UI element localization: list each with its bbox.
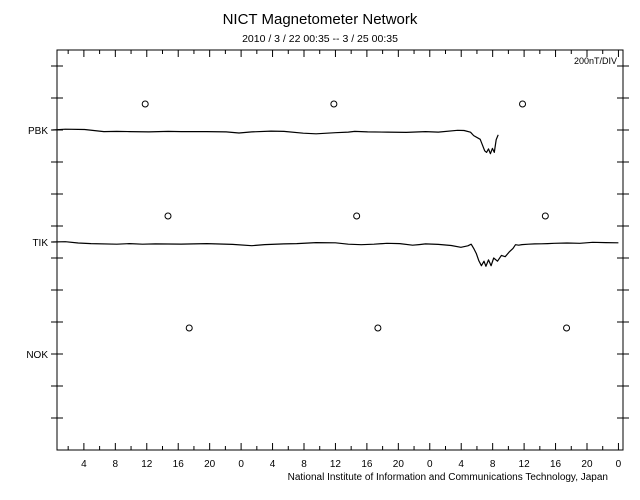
station-nok: NOK	[26, 324, 571, 361]
x-tick-label: 12	[141, 459, 153, 470]
x-tick-label: 0	[238, 459, 244, 470]
x-tick-label: 12	[519, 459, 531, 470]
plot-border	[56, 49, 624, 451]
local-midnight-marker	[330, 100, 338, 108]
chart-title: NICT Magnetometer Network	[222, 11, 418, 28]
x-tick-label: 4	[270, 459, 276, 470]
x-tick-label: 16	[173, 459, 185, 470]
station-pbk: PBK	[28, 100, 527, 155]
x-tick-label: 12	[330, 459, 342, 470]
x-tick-label: 0	[616, 459, 622, 470]
credit-text: National Institute of Information and Co…	[287, 472, 608, 483]
x-tick-label: 8	[113, 459, 119, 470]
scale-label: 200nT/DIV	[574, 56, 617, 66]
x-tick-label: 20	[581, 459, 593, 470]
time-range: 2010 / 3 / 22 00:35 -- 3 / 25 00:35	[242, 33, 398, 45]
x-axis-labels: 4 8 12 16 20 0 4 8 12 16 20 0 4 8 12 16 20 0	[81, 459, 622, 470]
x-tick-label: 4	[458, 459, 464, 470]
x-tick-label: 8	[490, 459, 496, 470]
station-traces: PBK TIK NOK	[26, 100, 619, 361]
x-tick-label: 4	[81, 459, 87, 470]
x-tick-label: 8	[301, 459, 307, 470]
local-midnight-marker	[519, 100, 527, 108]
plot-frame	[56, 49, 624, 451]
station-label: NOK	[26, 350, 48, 361]
local-midnight-marker	[353, 212, 361, 220]
tick-marks	[51, 50, 629, 450]
local-midnight-marker	[541, 212, 549, 220]
magnetometer-trace	[52, 241, 619, 267]
x-tick-label: 0	[427, 459, 433, 470]
x-tick-label: 20	[204, 459, 216, 470]
local-midnight-marker	[374, 324, 382, 332]
x-tick-label: 16	[361, 459, 373, 470]
station-label: PBK	[28, 126, 48, 137]
magnetometer-trace	[52, 128, 499, 155]
station-label: TIK	[32, 238, 48, 249]
x-tick-label: 20	[393, 459, 405, 470]
station-tik: TIK	[32, 212, 619, 267]
local-midnight-marker	[164, 212, 172, 220]
local-midnight-marker	[563, 324, 571, 332]
x-tick-label: 16	[550, 459, 562, 470]
local-midnight-marker	[185, 324, 193, 332]
local-midnight-marker	[141, 100, 149, 108]
